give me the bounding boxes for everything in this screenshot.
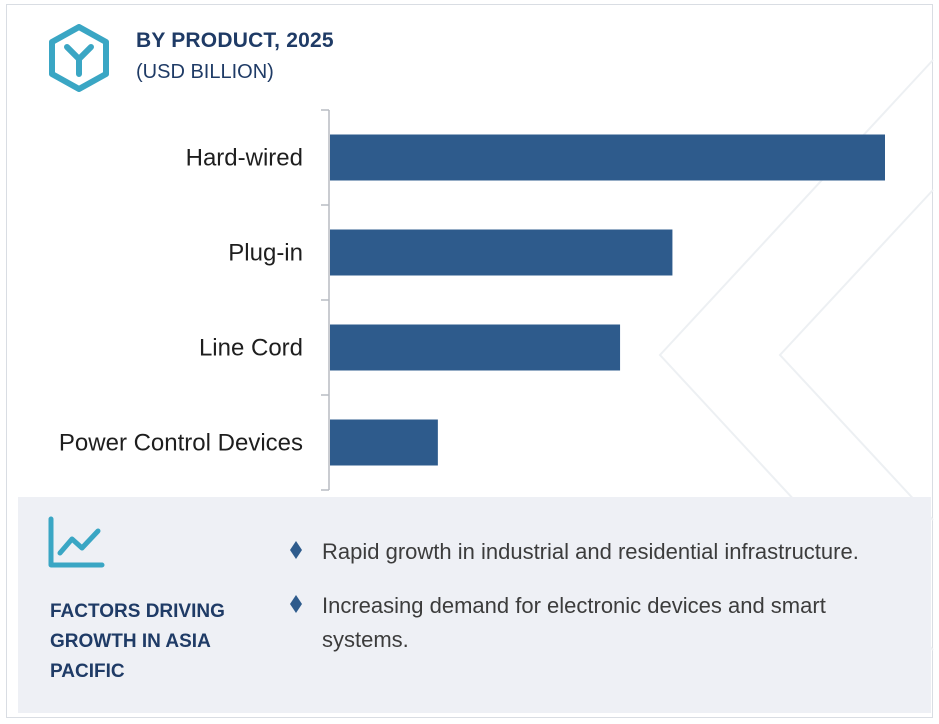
factor-bullet: Rapid growth in industrial and residenti… [288, 535, 888, 569]
bar [330, 419, 438, 466]
factor-bullet-text: Rapid growth in industrial and residenti… [322, 539, 859, 564]
factors-title: FACTORS DRIVING GROWTH IN ASIA PACIFIC [50, 601, 225, 682]
category-label: Power Control Devices [59, 430, 303, 457]
factors-bullet-list: Rapid growth in industrial and residenti… [288, 535, 888, 677]
bar [330, 324, 621, 371]
diamond-bullet-icon [290, 595, 302, 613]
bar [330, 134, 885, 181]
category-label: Line Cord [199, 335, 303, 362]
chart-title: BY PRODUCT, 2025 [136, 29, 334, 52]
factor-bullet: Increasing demand for electronic devices… [288, 589, 888, 657]
factor-bullet-text: Increasing demand for electronic devices… [322, 593, 826, 652]
bar [330, 229, 673, 276]
factors-panel: FACTORS DRIVING GROWTH IN ASIA PACIFIC R… [18, 497, 931, 713]
category-label: Hard-wired [186, 145, 303, 172]
diamond-bullet-icon [290, 541, 302, 559]
category-label: Plug-in [228, 240, 303, 267]
hexagon-y-logo-icon [49, 24, 109, 92]
chart-subtitle: (USD BILLION) [136, 61, 274, 83]
bar-chart: Hard-wired Plug-in Line Cord Power Control … [59, 109, 885, 491]
trend-line-chart-icon [48, 516, 105, 568]
